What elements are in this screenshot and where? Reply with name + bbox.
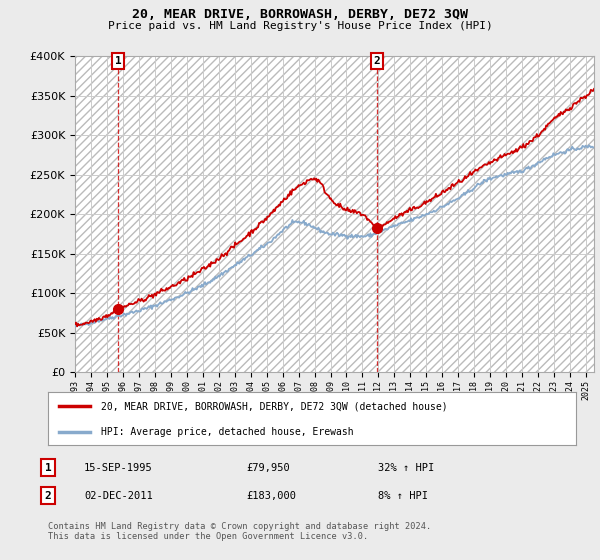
Text: Price paid vs. HM Land Registry's House Price Index (HPI): Price paid vs. HM Land Registry's House … <box>107 21 493 31</box>
Text: HPI: Average price, detached house, Erewash: HPI: Average price, detached house, Erew… <box>101 427 353 437</box>
Text: 1: 1 <box>44 463 52 473</box>
Text: 32% ↑ HPI: 32% ↑ HPI <box>378 463 434 473</box>
Text: 02-DEC-2011: 02-DEC-2011 <box>84 491 153 501</box>
Text: 8% ↑ HPI: 8% ↑ HPI <box>378 491 428 501</box>
Text: 20, MEAR DRIVE, BORROWASH, DERBY, DE72 3QW: 20, MEAR DRIVE, BORROWASH, DERBY, DE72 3… <box>132 8 468 21</box>
Text: Contains HM Land Registry data © Crown copyright and database right 2024.
This d: Contains HM Land Registry data © Crown c… <box>48 522 431 542</box>
Text: 15-SEP-1995: 15-SEP-1995 <box>84 463 153 473</box>
Text: 2: 2 <box>374 56 380 66</box>
Text: 2: 2 <box>44 491 52 501</box>
Text: 20, MEAR DRIVE, BORROWASH, DERBY, DE72 3QW (detached house): 20, MEAR DRIVE, BORROWASH, DERBY, DE72 3… <box>101 402 448 412</box>
Text: £79,950: £79,950 <box>246 463 290 473</box>
Text: £183,000: £183,000 <box>246 491 296 501</box>
Text: 1: 1 <box>115 56 122 66</box>
